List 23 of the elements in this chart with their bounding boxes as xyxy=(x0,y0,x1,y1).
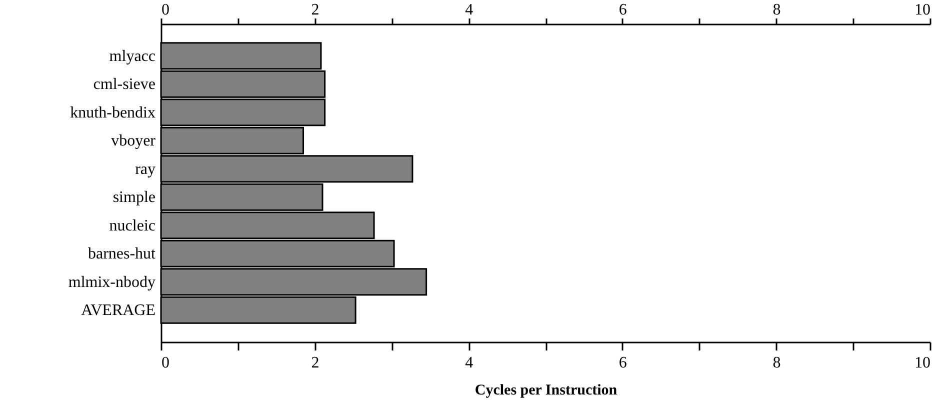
y-tick-label: simple xyxy=(112,189,156,206)
x-tick-label: 6 xyxy=(618,2,627,18)
x-axis-title: Cycles per Instruction xyxy=(474,382,618,398)
y-tick-label: barnes-hut xyxy=(88,246,156,263)
y-tick-label: mlmix-nbody xyxy=(68,274,156,291)
x-tick-label: 10 xyxy=(914,2,930,18)
x-tick-label: 2 xyxy=(311,2,320,18)
x2-tick-label: 0 xyxy=(162,354,170,372)
y-tick-label: knuth-bendix xyxy=(70,104,156,122)
x-tick-label: 8 xyxy=(772,2,781,18)
x2-tick-label: 8 xyxy=(772,354,781,372)
x2-tick-label: 4 xyxy=(465,354,474,372)
x2-tick-label: 10 xyxy=(914,354,930,372)
x-tick-label: 4 xyxy=(465,2,474,18)
y-tick-label: cml-sieve xyxy=(93,76,156,94)
y-tick-label: vboyer xyxy=(111,132,156,150)
y-tick-label: AVERAGE xyxy=(81,302,156,320)
y-tick-label: mlyacc xyxy=(109,48,156,65)
x2-tick-label: 6 xyxy=(618,354,627,372)
x2-tick-label: 2 xyxy=(311,354,320,372)
y-tick-label: ray xyxy=(135,160,156,178)
y-tick-label: nucleic xyxy=(109,217,156,234)
x-tick-label: 0 xyxy=(162,2,170,18)
